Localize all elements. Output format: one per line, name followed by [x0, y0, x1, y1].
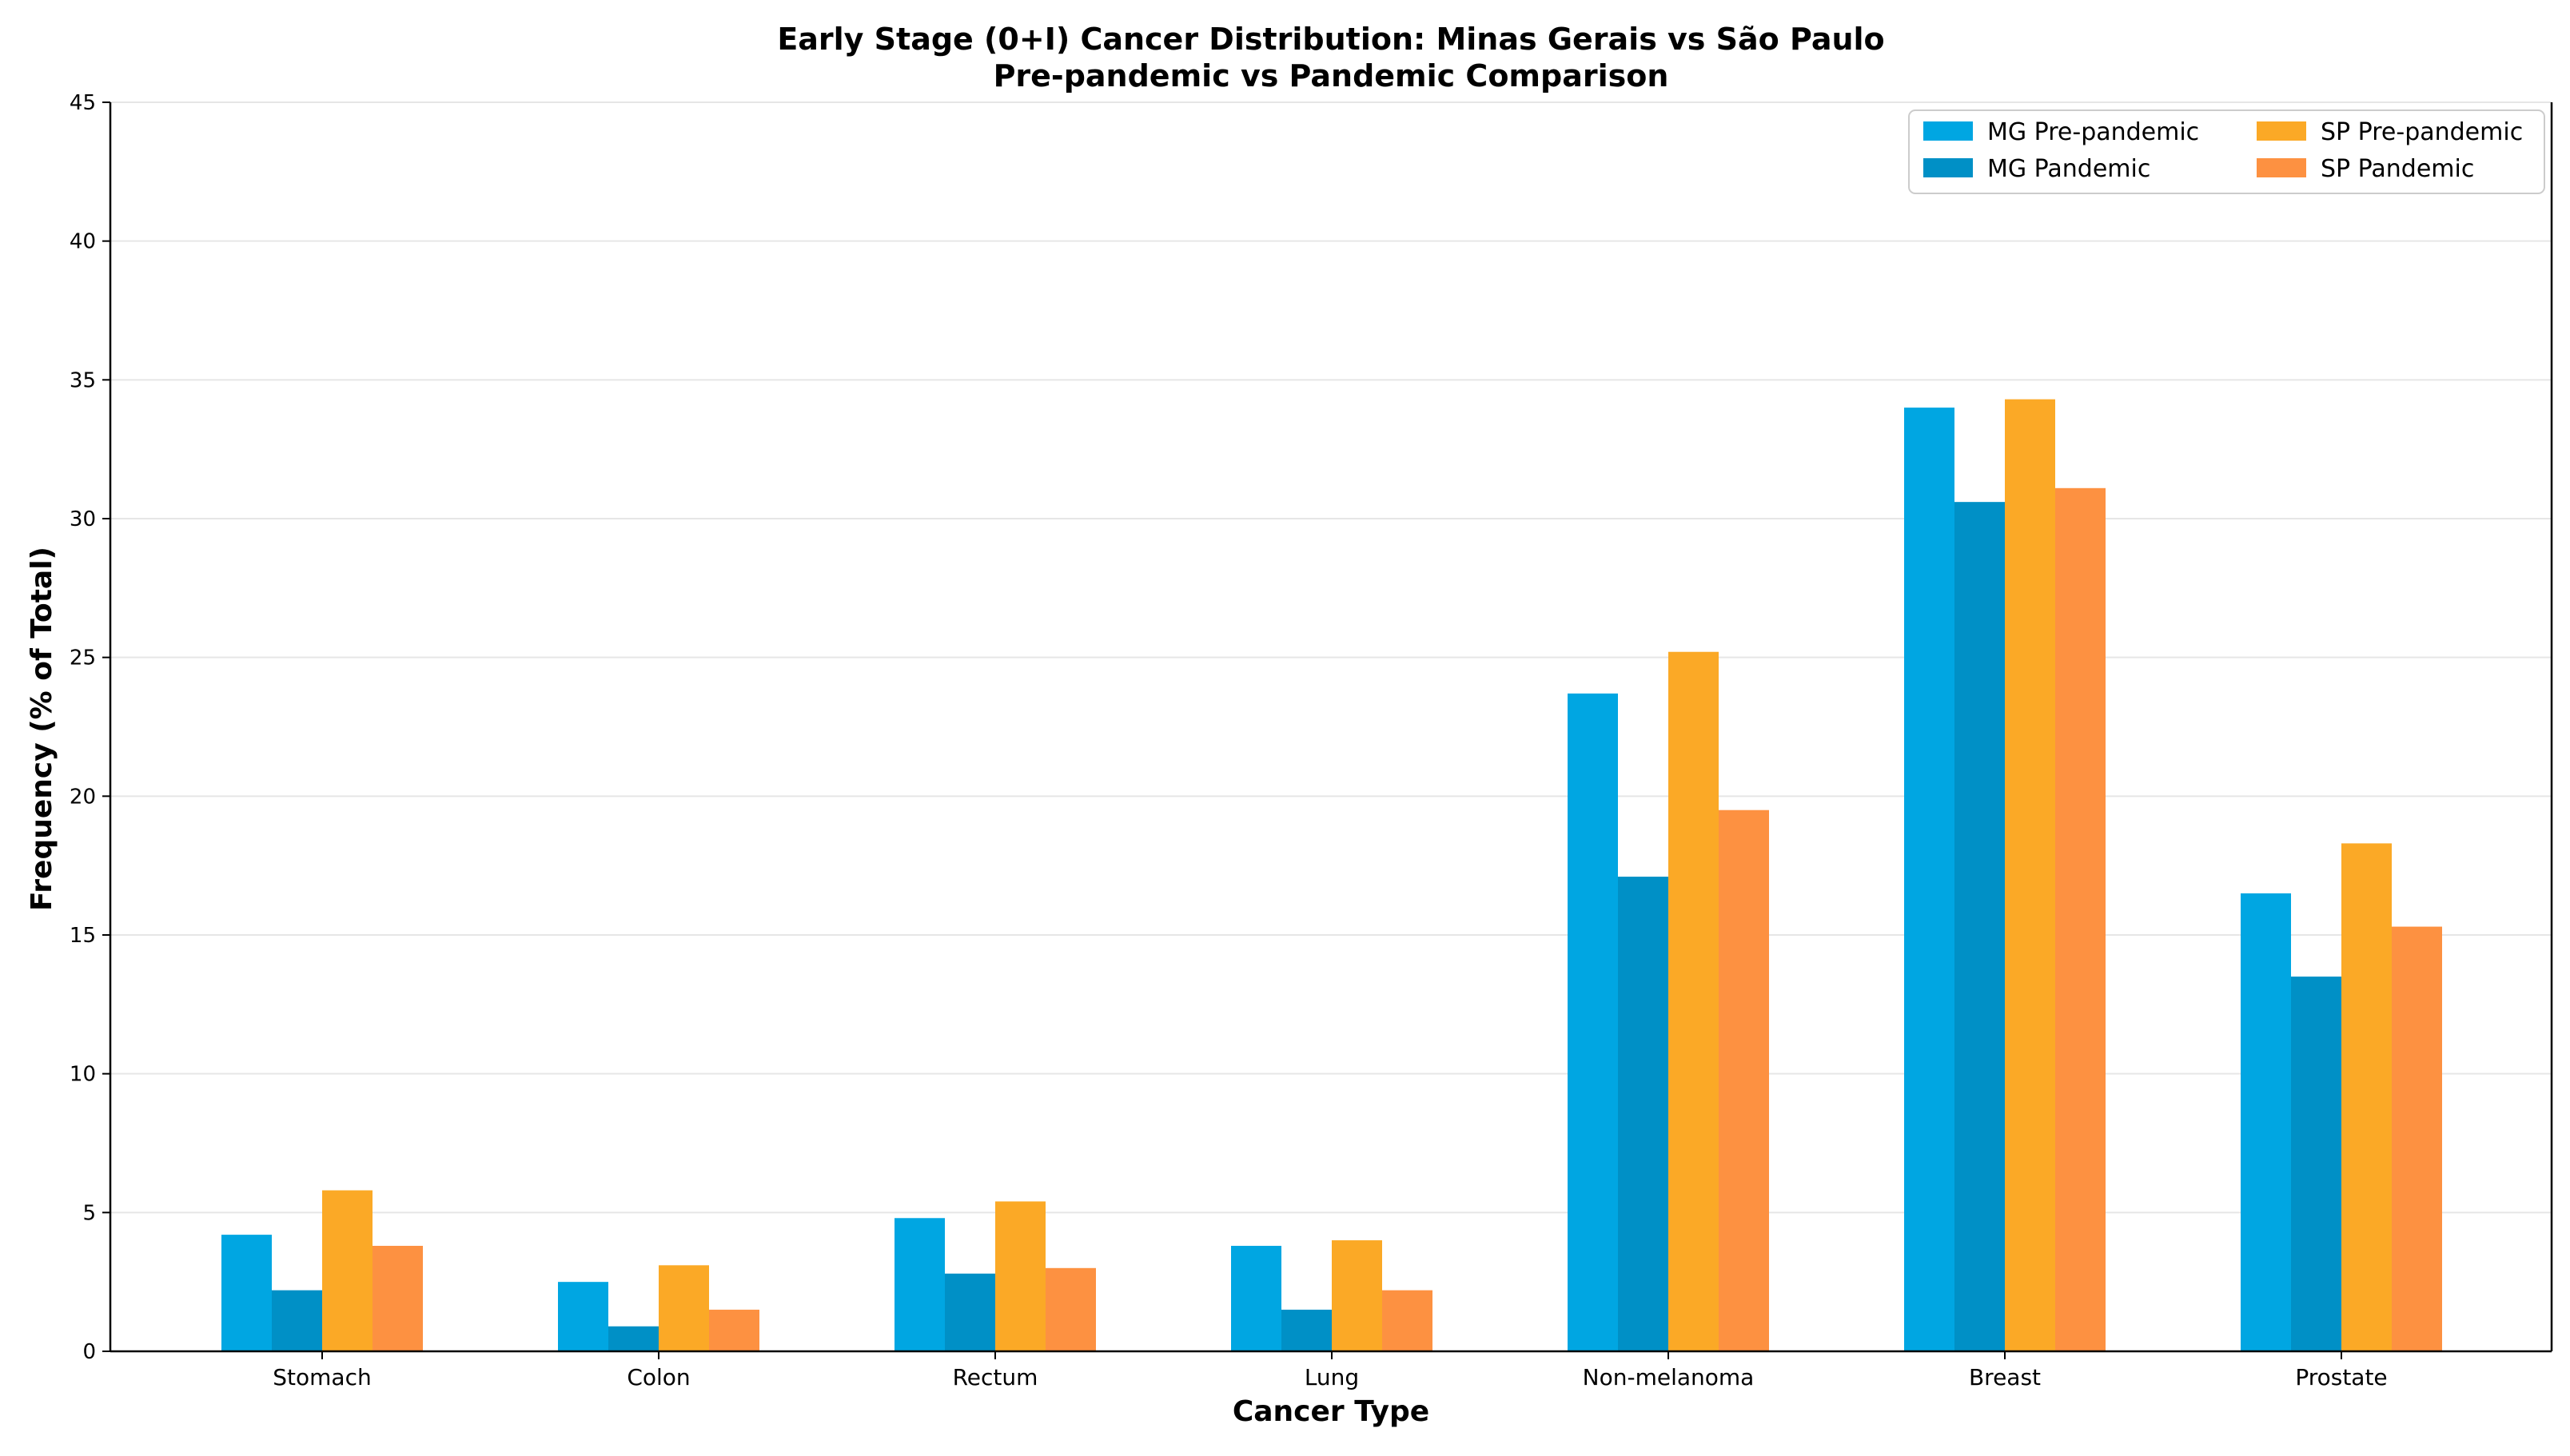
legend-label-sp-pandemic: SP Pandemic — [2321, 155, 2474, 183]
bar-stomach-sp-pandemic — [373, 1246, 423, 1351]
bar-prostate-sp-pandemic — [2392, 926, 2442, 1351]
bar-lung-mg-pre-pandemic — [1231, 1246, 1281, 1351]
x-tick-label: Non-melanoma — [1583, 1364, 1755, 1390]
legend-swatch-mg-pandemic — [1923, 158, 1973, 177]
bar-prostate-sp-pre-pandemic — [2341, 843, 2392, 1351]
bar-stomach-mg-pandemic — [272, 1290, 322, 1351]
bar-stomach-mg-pre-pandemic — [221, 1235, 272, 1351]
legend-label-sp-pre-pandemic: SP Pre-pandemic — [2321, 118, 2523, 146]
legend-box — [1908, 109, 2545, 194]
bar-breast-mg-pre-pandemic — [1904, 408, 1954, 1352]
x-tick-label: Breast — [1969, 1364, 2041, 1390]
bar-rectum-sp-pre-pandemic — [995, 1201, 1046, 1351]
y-tick-label: 5 — [82, 1201, 96, 1225]
legend-swatch-mg-pre-pandemic — [1923, 121, 1973, 141]
bar-prostate-mg-pre-pandemic — [2241, 893, 2291, 1351]
x-tick-label: Prostate — [2295, 1364, 2387, 1390]
bar-colon-mg-pandemic — [608, 1326, 659, 1351]
bar-non-melanoma-sp-pandemic — [1719, 810, 1769, 1351]
y-tick-label: 30 — [70, 507, 96, 531]
y-axis-label: Frequency (% of Total) — [26, 547, 58, 911]
legend-label-mg-pandemic: MG Pandemic — [1987, 155, 2150, 183]
bar-non-melanoma-mg-pandemic — [1618, 877, 1668, 1351]
axes — [109, 102, 2553, 1353]
y-tick-label: 45 — [70, 91, 96, 115]
y-tick-label: 25 — [70, 646, 96, 670]
legend: MG Pre-pandemic MG Pandemic SP Pre-pandemi… — [1908, 109, 2545, 194]
bar-non-melanoma-mg-pre-pandemic — [1568, 693, 1618, 1351]
x-tick-label: Rectum — [953, 1364, 1038, 1390]
bar-colon-sp-pre-pandemic — [659, 1265, 709, 1351]
bar-colon-mg-pre-pandemic — [558, 1282, 608, 1351]
bar-breast-mg-pandemic — [1954, 502, 2005, 1352]
x-axis-label: Cancer Type — [1233, 1395, 1429, 1428]
bar-rectum-mg-pre-pandemic — [895, 1218, 945, 1351]
bar-colon-sp-pandemic — [709, 1309, 759, 1351]
bar-rectum-sp-pandemic — [1046, 1267, 1096, 1351]
legend-swatch-sp-pandemic — [2257, 158, 2306, 177]
bar-breast-sp-pandemic — [2055, 487, 2106, 1351]
legend-swatch-sp-pre-pandemic — [2257, 121, 2306, 141]
y-tick-label: 40 — [70, 230, 96, 254]
bar-lung-sp-pre-pandemic — [1332, 1240, 1382, 1351]
y-tick-label: 20 — [70, 785, 96, 809]
bar-prostate-mg-pandemic — [2291, 977, 2341, 1351]
y-tick-label: 15 — [70, 924, 96, 948]
bars — [221, 399, 2442, 1352]
bar-non-melanoma-sp-pre-pandemic — [1668, 651, 1719, 1351]
chart-title: Early Stage (0+I) Cancer Distribution: M… — [777, 22, 1884, 57]
x-tick-label: Stomach — [273, 1364, 371, 1390]
y-tick-label: 35 — [70, 368, 96, 392]
bar-stomach-sp-pre-pandemic — [322, 1190, 373, 1351]
bar-lung-mg-pandemic — [1281, 1309, 1332, 1351]
bar-lung-sp-pandemic — [1382, 1290, 1432, 1351]
bar-rectum-mg-pandemic — [945, 1273, 995, 1351]
y-tick-label: 0 — [82, 1340, 96, 1364]
x-tick-label: Lung — [1305, 1364, 1359, 1390]
grid-lines — [110, 101, 2552, 1214]
y-tick-labels: 0 5 10 15 20 25 30 35 40 45 — [70, 91, 110, 1364]
legend-label-mg-pre-pandemic: MG Pre-pandemic — [1987, 118, 2199, 146]
y-tick-label: 10 — [70, 1063, 96, 1087]
x-tick-label: Colon — [627, 1364, 690, 1390]
chart-subtitle: Pre-pandemic vs Pandemic Comparison — [994, 58, 1669, 93]
x-tick-labels: Stomach Colon Rectum Lung Non-melanoma Breast… — [273, 1351, 2388, 1390]
bar-breast-sp-pre-pandemic — [2005, 399, 2055, 1351]
